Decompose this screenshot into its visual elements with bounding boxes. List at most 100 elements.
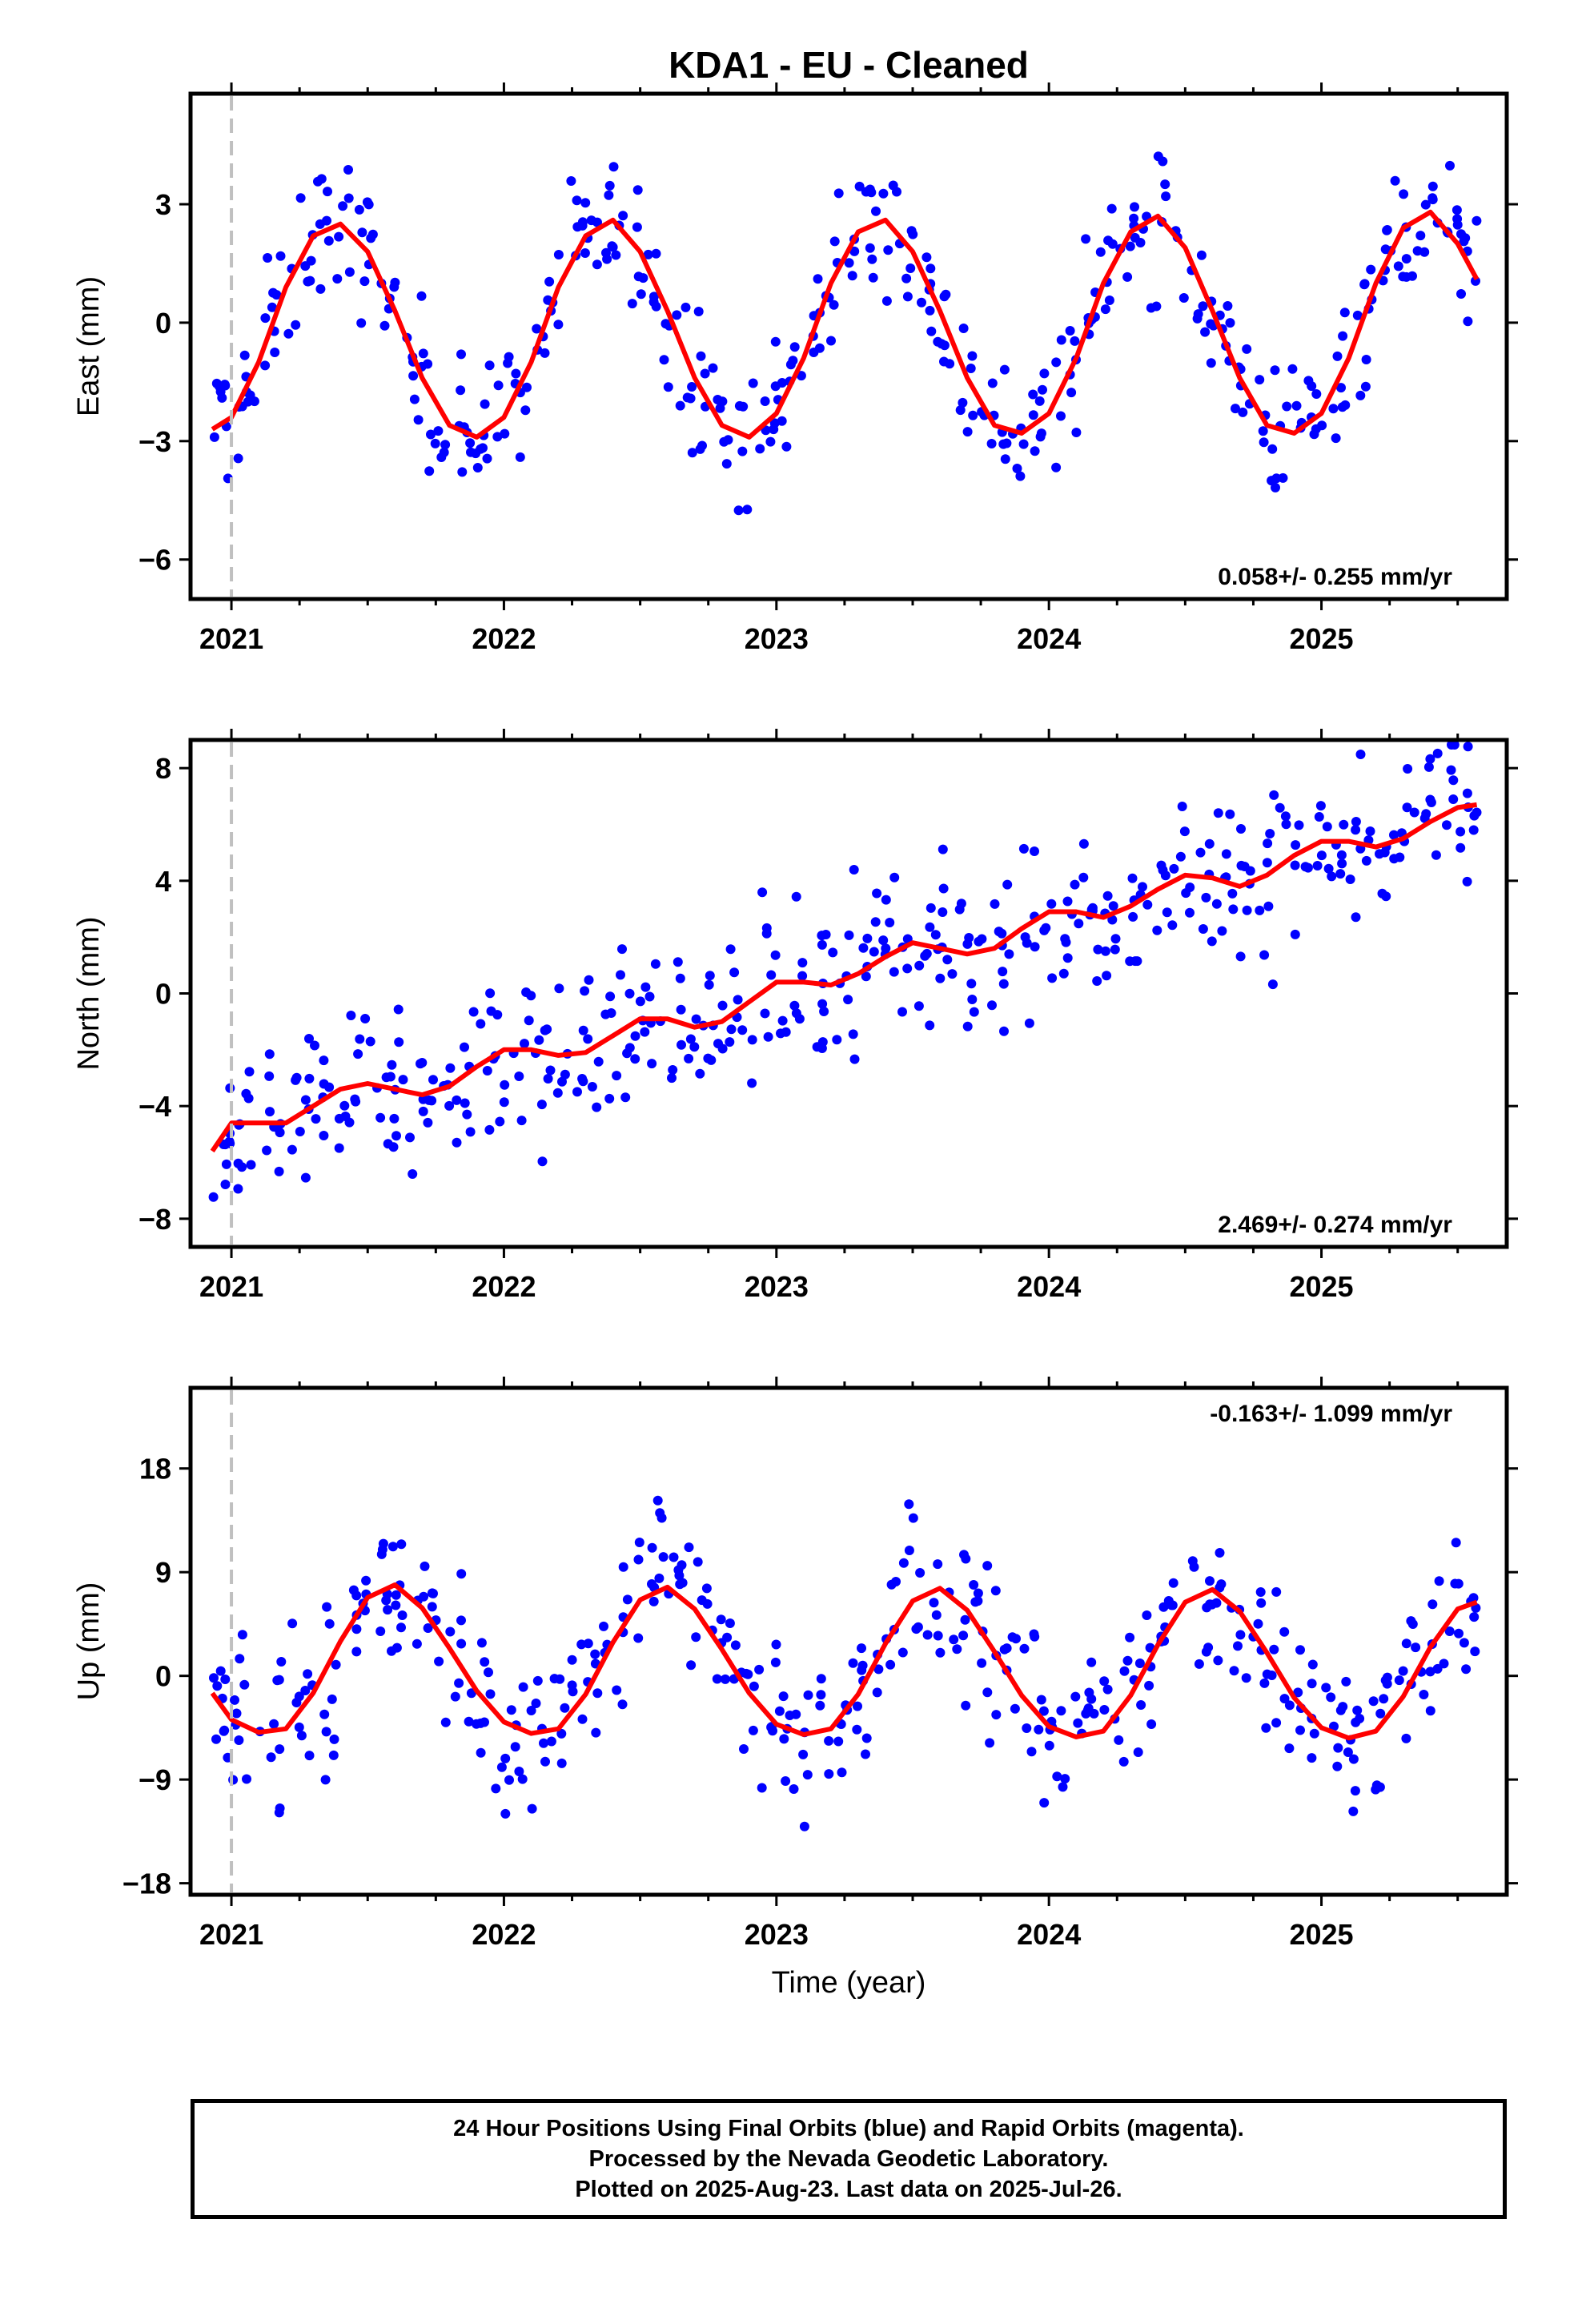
data-point bbox=[955, 405, 966, 416]
data-point bbox=[375, 1112, 386, 1123]
data-point bbox=[1456, 842, 1466, 853]
data-point bbox=[580, 248, 590, 258]
data-point bbox=[1189, 1562, 1199, 1572]
data-point bbox=[640, 982, 651, 992]
data-point bbox=[427, 1602, 437, 1612]
data-point bbox=[1303, 862, 1313, 873]
data-point bbox=[633, 1633, 644, 1643]
data-point bbox=[480, 399, 490, 409]
data-point bbox=[867, 254, 877, 264]
data-point bbox=[765, 436, 776, 447]
data-point bbox=[557, 1076, 567, 1087]
data-point bbox=[219, 1726, 229, 1736]
data-point bbox=[275, 1128, 285, 1138]
data-point bbox=[885, 918, 895, 927]
x-tick-label: 2023 bbox=[745, 1270, 809, 1303]
data-point bbox=[485, 988, 496, 999]
data-point bbox=[1142, 899, 1153, 910]
data-point bbox=[730, 1640, 741, 1651]
data-point bbox=[952, 1644, 962, 1655]
data-point bbox=[291, 1075, 301, 1085]
data-point bbox=[998, 967, 1008, 977]
data-point bbox=[1380, 1675, 1391, 1686]
data-point bbox=[375, 1626, 386, 1636]
data-point bbox=[770, 1657, 781, 1667]
data-point bbox=[1058, 968, 1069, 979]
data-point bbox=[1030, 1631, 1040, 1642]
data-point bbox=[869, 947, 879, 957]
data-point bbox=[1213, 1655, 1223, 1666]
data-point bbox=[777, 1015, 788, 1026]
data-point bbox=[460, 1098, 470, 1108]
data-point bbox=[766, 970, 777, 980]
data-point bbox=[233, 453, 243, 464]
data-point bbox=[1166, 1600, 1177, 1610]
data-point bbox=[1169, 863, 1179, 874]
data-point bbox=[997, 928, 1007, 939]
data-point bbox=[770, 950, 781, 960]
data-point bbox=[357, 227, 367, 238]
data-point bbox=[1271, 1586, 1282, 1597]
data-point bbox=[999, 1026, 1009, 1036]
x-tick-label: 2021 bbox=[199, 1918, 263, 1951]
data-point bbox=[1284, 1700, 1295, 1711]
data-point bbox=[456, 1638, 467, 1649]
data-point bbox=[640, 1027, 650, 1037]
data-point bbox=[1070, 879, 1080, 890]
data-point bbox=[520, 405, 531, 416]
data-point bbox=[478, 443, 488, 453]
data-point bbox=[897, 1007, 907, 1017]
data-point bbox=[440, 1717, 451, 1727]
data-point bbox=[905, 263, 916, 273]
data-point bbox=[465, 1127, 476, 1137]
data-point bbox=[532, 324, 542, 334]
data-point bbox=[781, 441, 792, 452]
data-point bbox=[1099, 1676, 1110, 1687]
data-point bbox=[704, 979, 714, 990]
data-point bbox=[237, 1162, 247, 1172]
data-point bbox=[524, 1015, 534, 1026]
data-point bbox=[696, 351, 706, 361]
data-point bbox=[1175, 851, 1186, 862]
data-point bbox=[892, 187, 901, 197]
data-point bbox=[212, 1681, 223, 1691]
data-point bbox=[962, 427, 973, 437]
data-point bbox=[1213, 808, 1223, 818]
data-point bbox=[1158, 1602, 1169, 1612]
data-point bbox=[848, 1658, 858, 1668]
data-point bbox=[577, 1714, 588, 1724]
data-point bbox=[1261, 1723, 1271, 1733]
data-point bbox=[1401, 271, 1411, 282]
data-point bbox=[755, 444, 765, 454]
data-point bbox=[1071, 428, 1082, 437]
data-point bbox=[605, 991, 616, 1002]
data-point bbox=[813, 274, 823, 284]
data-point bbox=[1472, 215, 1482, 226]
data-point bbox=[423, 1117, 433, 1128]
data-point bbox=[729, 967, 740, 978]
data-point bbox=[492, 1010, 503, 1020]
data-point bbox=[593, 1056, 604, 1067]
data-point bbox=[424, 466, 435, 476]
data-point bbox=[1340, 400, 1351, 410]
data-point bbox=[310, 1040, 319, 1051]
x-axis-label: Time (year) bbox=[772, 1966, 926, 2000]
data-point bbox=[234, 1735, 244, 1745]
data-point bbox=[520, 1039, 529, 1049]
data-point bbox=[1389, 830, 1399, 840]
data-point bbox=[319, 1131, 329, 1140]
data-point bbox=[1024, 1018, 1034, 1028]
data-point bbox=[456, 385, 466, 396]
data-point bbox=[1307, 381, 1317, 392]
data-point bbox=[819, 1007, 829, 1016]
data-point bbox=[500, 1753, 511, 1763]
data-point bbox=[239, 1679, 250, 1690]
data-point bbox=[434, 1656, 444, 1667]
data-point bbox=[545, 1065, 556, 1076]
data-point bbox=[1229, 1666, 1239, 1676]
data-point bbox=[291, 320, 301, 330]
data-point bbox=[476, 1638, 487, 1648]
plot-frame bbox=[188, 91, 1509, 601]
caption-line-1: 24 Hour Positions Using Final Orbits (bl… bbox=[453, 2116, 1244, 2141]
data-point bbox=[797, 971, 808, 981]
